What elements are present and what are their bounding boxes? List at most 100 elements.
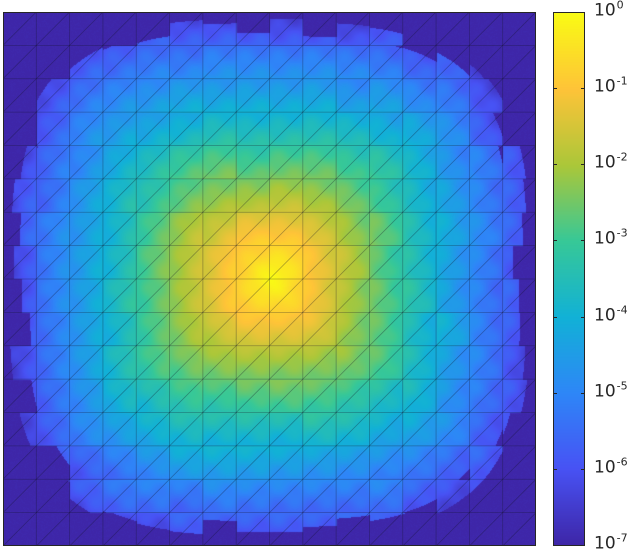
- mesh-line-diagonal: [502, 178, 536, 213]
- mesh-line-diagonal: [69, 445, 104, 480]
- mesh-line-diagonal: [169, 412, 204, 447]
- mesh-line-diagonal: [3, 312, 37, 347]
- mesh-line-diagonal: [469, 45, 503, 80]
- mesh-line-diagonal: [302, 111, 337, 146]
- mesh-line-diagonal: [102, 378, 137, 413]
- mesh-line-diagonal: [69, 478, 104, 513]
- mesh-line-diagonal: [135, 211, 170, 246]
- mesh-line-diagonal: [469, 445, 503, 480]
- mesh-line-diagonal: [369, 512, 404, 546]
- colorbar-tick-label: 10-2: [594, 150, 628, 173]
- mesh-line-diagonal: [36, 178, 70, 213]
- mesh-line-diagonal: [69, 245, 104, 280]
- mesh-line-diagonal: [369, 111, 404, 146]
- mesh-line-diagonal: [502, 45, 536, 80]
- mesh-line-diagonal: [202, 478, 237, 513]
- mesh-line-diagonal: [235, 512, 270, 546]
- mesh-line-diagonal: [169, 445, 204, 480]
- mesh-line-diagonal: [469, 278, 503, 313]
- colorbar-tick-label: 10-5: [594, 379, 628, 402]
- mesh-line-diagonal: [502, 12, 536, 46]
- mesh-line-diagonal: [335, 412, 370, 447]
- mesh-line-diagonal: [3, 211, 37, 246]
- mesh-line-diagonal: [202, 111, 237, 146]
- mesh-line-diagonal: [335, 478, 370, 513]
- mesh-line-diagonal: [235, 345, 270, 380]
- mesh-line-diagonal: [102, 512, 137, 546]
- mesh-line-diagonal: [36, 211, 70, 246]
- mesh-line-diagonal: [102, 312, 137, 347]
- mesh-line-diagonal: [435, 478, 470, 513]
- mesh-line-diagonal: [69, 45, 104, 80]
- mesh-line-diagonal: [135, 445, 170, 480]
- mesh-line-diagonal: [69, 412, 104, 447]
- colorbar-tick-label: 10-1: [594, 74, 628, 97]
- mesh-line-diagonal: [235, 12, 270, 46]
- mesh-line-diagonal: [369, 478, 404, 513]
- mesh-line-diagonal: [335, 111, 370, 146]
- mesh-line-diagonal: [169, 378, 204, 413]
- colorbar-tick-mark: [553, 164, 557, 165]
- mesh-line-diagonal: [169, 478, 204, 513]
- mesh-line-diagonal: [502, 312, 536, 347]
- mesh-line-diagonal: [102, 78, 137, 113]
- mesh-line-diagonal: [3, 412, 37, 447]
- colorbar-tick-label: 10-3: [594, 227, 628, 250]
- mesh-line-diagonal: [402, 78, 437, 113]
- mesh-line-diagonal: [235, 412, 270, 447]
- colorbar-tick-mark: [581, 317, 585, 318]
- mesh-line-diagonal: [469, 478, 503, 513]
- mesh-line-diagonal: [435, 312, 470, 347]
- mesh-line-diagonal: [102, 278, 137, 313]
- mesh-line-diagonal: [202, 245, 237, 280]
- mesh-line-diagonal: [435, 345, 470, 380]
- mesh-line-diagonal: [335, 45, 370, 80]
- mesh-line-diagonal: [469, 12, 503, 46]
- mesh-line-diagonal: [435, 512, 470, 546]
- mesh-line-diagonal: [135, 111, 170, 146]
- mesh-line-diagonal: [335, 278, 370, 313]
- mesh-line-diagonal: [269, 345, 304, 380]
- mesh-line-diagonal: [435, 445, 470, 480]
- colorbar-tick-mark: [553, 469, 557, 470]
- mesh-line-diagonal: [169, 245, 204, 280]
- mesh-line-diagonal: [202, 45, 237, 80]
- mesh-line-diagonal: [3, 78, 37, 113]
- mesh-line-diagonal: [36, 345, 70, 380]
- colorbar-tick-mark: [581, 240, 585, 241]
- mesh-line-diagonal: [435, 145, 470, 180]
- mesh-line-diagonal: [3, 278, 37, 313]
- mesh-line-diagonal: [135, 412, 170, 447]
- mesh-line-diagonal: [202, 145, 237, 180]
- mesh-line-diagonal: [335, 211, 370, 246]
- mesh-line-diagonal: [502, 412, 536, 447]
- mesh-line-diagonal: [202, 178, 237, 213]
- mesh-line-diagonal: [435, 378, 470, 413]
- mesh-line-diagonal: [102, 45, 137, 80]
- mesh-line-diagonal: [302, 78, 337, 113]
- mesh-line-diagonal: [469, 111, 503, 146]
- mesh-line-diagonal: [269, 145, 304, 180]
- mesh-line-diagonal: [369, 145, 404, 180]
- mesh-line-diagonal: [469, 312, 503, 347]
- mesh-line-diagonal: [202, 278, 237, 313]
- mesh-line-diagonal: [335, 12, 370, 46]
- mesh-line-diagonal: [435, 111, 470, 146]
- mesh-line-diagonal: [69, 512, 104, 546]
- mesh-line-diagonal: [135, 178, 170, 213]
- mesh-line-diagonal: [169, 512, 204, 546]
- mesh-line-diagonal: [269, 78, 304, 113]
- mesh-line-diagonal: [169, 178, 204, 213]
- mesh-line-diagonal: [135, 145, 170, 180]
- mesh-line-diagonal: [3, 178, 37, 213]
- mesh-line-diagonal: [69, 312, 104, 347]
- mesh-line-diagonal: [302, 178, 337, 213]
- colorbar-tick-label: 10-7: [594, 531, 628, 554]
- mesh-line-diagonal: [402, 412, 437, 447]
- mesh-line-diagonal: [3, 145, 37, 180]
- colorbar-tick-label: 100: [594, 0, 624, 21]
- mesh-line-diagonal: [269, 12, 304, 46]
- mesh-line-diagonal: [502, 445, 536, 480]
- mesh-line-diagonal: [269, 445, 304, 480]
- mesh-line-diagonal: [169, 211, 204, 246]
